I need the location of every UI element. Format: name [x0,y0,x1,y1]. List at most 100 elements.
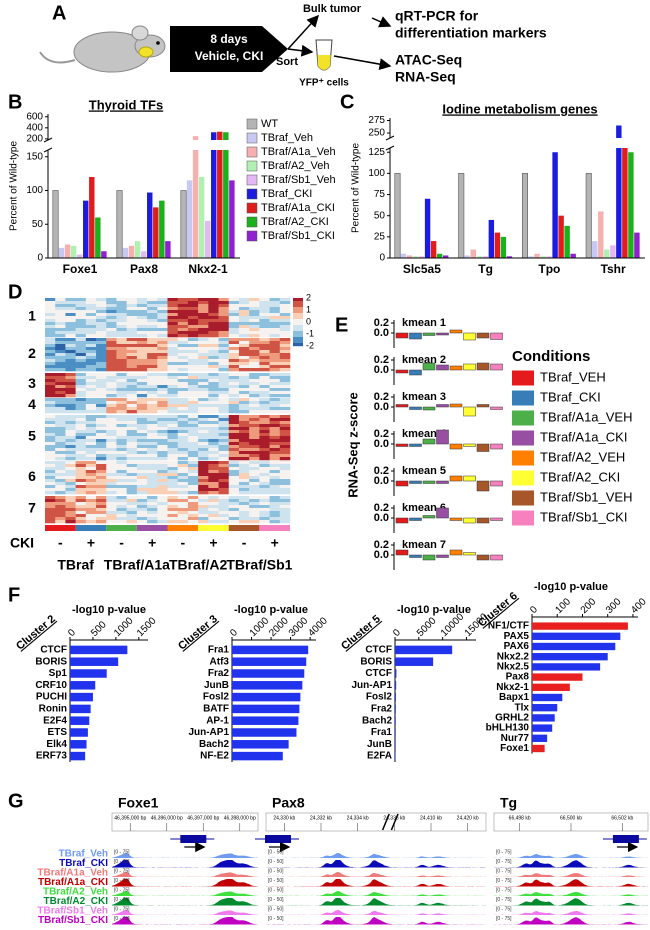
colorbar-label: 1 [306,304,311,314]
heatmap-cell [126,508,138,512]
y-tick-label: Fra2 [208,668,230,679]
heatmap-cell [116,391,127,395]
heatmap-cell [167,427,179,431]
heatmap-cell [167,338,179,342]
heatmap-cell [136,482,148,486]
heatmap-cell [218,347,230,351]
sort-label: Sort [276,56,298,68]
heatmap-cell [187,379,199,383]
y-tick-label: 150 [26,151,43,162]
heatmap-cell [279,410,291,414]
legend-swatch [512,430,534,446]
heatmap-cell [218,338,230,342]
heatmap-cell [269,301,281,305]
heatmap-cell [157,338,168,342]
heatmap-cell [228,328,240,332]
heatmap-cell [136,505,148,509]
heatmap-cell [65,359,76,363]
bar [232,751,283,761]
heatmap-cell [157,464,168,468]
heatmap-cell [96,473,107,477]
heatmap-cell [126,344,138,348]
heatmap-cell [55,307,66,311]
heatmap-cell [269,298,281,302]
heatmap-cell [187,313,199,317]
heatmap-cell [85,298,97,302]
colorbar-cell [293,319,303,323]
heatmap-cell [45,479,56,483]
heatmap-cell [136,418,148,422]
y-axis-label: RNA-Seq z-score [345,392,360,497]
heatmap-cell [157,476,168,480]
heatmap-cell [55,398,66,402]
cluster-label: 1 [28,308,36,324]
heatmap-cell [238,338,250,342]
heatmap-cell [45,470,56,474]
heatmap-cell [218,404,230,408]
heatmap-cell [116,454,127,458]
heatmap-cell [126,373,138,377]
heatmap-cell [147,499,158,503]
legend-label: TBraf_CKI [261,188,312,200]
heatmap-cell [238,407,250,411]
heatmap-cell [136,461,148,465]
panel-label: D [8,281,22,303]
heatmap-cell [228,457,240,461]
heatmap-cell [136,511,148,515]
heatmap-cell [249,479,260,483]
heatmap-cell [208,517,219,521]
y-tick-label: 0.2 [374,465,389,477]
heatmap-cell [157,433,168,437]
legend-label: TBraf/A1a_CKI [540,429,627,444]
heatmap-cell [157,442,168,446]
bar [422,438,436,445]
heatmap-cell [96,394,107,398]
heatmap-cell [136,407,148,411]
bar [463,443,476,447]
heatmap-cell [167,424,179,428]
heatmap-cell [238,368,250,372]
heatmap-cell [136,338,148,342]
heatmap-cell [177,476,189,480]
x-tick-label: 1000 [248,615,272,639]
heatmap-cell [106,476,117,480]
heatmap-cell [208,385,219,389]
heatmap-cell [279,502,291,506]
heatmap-cell [126,482,138,486]
heatmap-cell [85,499,97,503]
heatmap-cell [157,328,168,332]
heatmap-cell [106,359,117,363]
heatmap-cell [177,404,189,408]
heatmap-cell [106,508,117,512]
heatmap-cell [96,430,107,434]
heatmap-cell [126,476,138,480]
heatmap-cell [269,362,281,366]
heatmap-cell [55,325,66,329]
heatmap-cell [187,485,199,489]
heatmap-cell [106,479,117,483]
heatmap-cell [126,430,138,434]
heatmap-cell [187,467,199,471]
heatmap-cell [136,508,148,512]
heatmap-cell [218,316,230,320]
heatmap-cell [157,511,168,515]
heatmap-cell [65,496,76,500]
heatmap-cell [75,368,87,372]
heatmap-cell [45,427,56,431]
heatmap-cell [187,316,199,320]
heatmap-cell [96,454,107,458]
heatmap-cell [106,331,117,335]
heatmap-cell [208,362,219,366]
heatmap-cell [157,485,168,489]
heatmap-cell [167,301,179,305]
heatmap-cell [75,322,87,326]
heatmap-cell [187,398,199,402]
bar [422,362,436,371]
heatmap-cell [177,398,189,402]
heatmap-cell [259,319,270,323]
heatmap-cell [228,427,240,431]
heatmap-cell [126,517,138,521]
bar [180,190,187,259]
bar [532,744,545,753]
heatmap-cell [126,368,138,372]
